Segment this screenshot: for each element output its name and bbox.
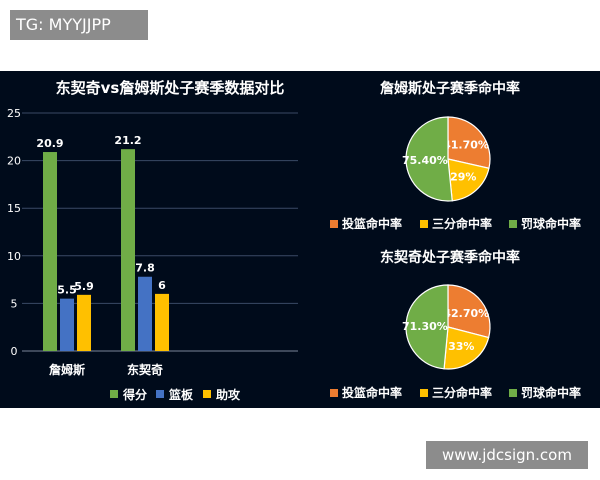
legend-label: 三分命中率	[432, 216, 492, 231]
bar-得分	[121, 149, 135, 351]
legend-swatch	[330, 389, 338, 397]
legend-swatch	[420, 220, 428, 228]
pie-slice-label: 29%	[450, 170, 476, 183]
legend-swatch	[156, 390, 164, 398]
chart-panel: 东契奇vs詹姆斯处子赛季数据对比 0 5 10 15 20 25 20.9 5.5 5.9 詹姆斯 2…	[0, 71, 600, 408]
pie-slice-label: 75.40%	[402, 154, 448, 167]
watermark-top-left: TG: MYYJJPP	[10, 10, 148, 40]
pie-slice-投篮命中率	[447, 116, 491, 169]
pie-slice-label: 41.70%	[443, 139, 489, 152]
bar-data-label: 5.5	[57, 284, 77, 297]
pie-chart-title: 詹姆斯处子赛季命中率	[380, 80, 520, 97]
pie-slice-label: 33%	[448, 340, 474, 353]
y-tick-label: 10	[7, 250, 21, 263]
chart-canvas: 东契奇vs詹姆斯处子赛季数据对比 0 5 10 15 20 25 20.9 5.55.9 詹姆斯 2…	[7, 79, 581, 402]
bar-data-label: 21.2	[114, 134, 141, 147]
bar-得分	[43, 152, 57, 351]
bar-data-label: 20.9	[36, 137, 63, 150]
legend-label: 投篮命中率	[342, 216, 402, 231]
pie-slice-label: 42.70%	[443, 307, 489, 320]
bar-助攻	[155, 293, 169, 351]
bar-助攻	[77, 294, 91, 351]
pie-slice-label: 71.30%	[402, 320, 448, 333]
legend-label: 得分	[122, 387, 147, 402]
y-tick-label: 15	[7, 202, 21, 215]
y-tick-label: 25	[7, 107, 21, 120]
legend-swatch	[110, 390, 118, 398]
legend-label: 助攻	[216, 387, 241, 402]
bar-篮板	[138, 276, 152, 351]
watermark-bottom-right: www.jdcsign.com	[426, 441, 588, 469]
legend-label: 罚球命中率	[521, 216, 581, 231]
pie-chart-title: 东契奇处子赛季命中率	[380, 249, 520, 266]
pie-slice-罚球命中率	[405, 116, 453, 202]
pie-slice-罚球命中率	[405, 284, 449, 370]
legend-swatch	[203, 390, 211, 398]
pie-slice-投篮命中率	[447, 284, 491, 339]
pie-slice-三分命中率	[443, 326, 490, 370]
legend-label: 罚球命中率	[521, 385, 581, 400]
x-category-label: 东契奇	[127, 362, 163, 377]
legend-swatch	[420, 389, 428, 397]
legend-label: 投篮命中率	[342, 385, 402, 400]
legend-swatch	[509, 389, 517, 397]
x-category-label: 詹姆斯	[49, 362, 85, 377]
y-tick-label: 20	[7, 155, 21, 168]
legend-swatch	[330, 220, 338, 228]
legend-label: 篮板	[168, 387, 194, 402]
y-tick-label: 0	[11, 345, 18, 358]
bar-chart-title: 东契奇vs詹姆斯处子赛季数据对比	[56, 79, 285, 97]
legend-swatch	[509, 220, 517, 228]
legend-label: 三分命中率	[432, 385, 492, 400]
bar-篮板	[60, 298, 74, 351]
bar-data-label: 6	[158, 279, 166, 292]
bar-data-label: 7.8	[135, 262, 155, 275]
y-tick-label: 5	[11, 297, 18, 310]
bar-data-label: 5.9	[74, 280, 94, 293]
pie-slice-三分命中率	[447, 158, 490, 202]
